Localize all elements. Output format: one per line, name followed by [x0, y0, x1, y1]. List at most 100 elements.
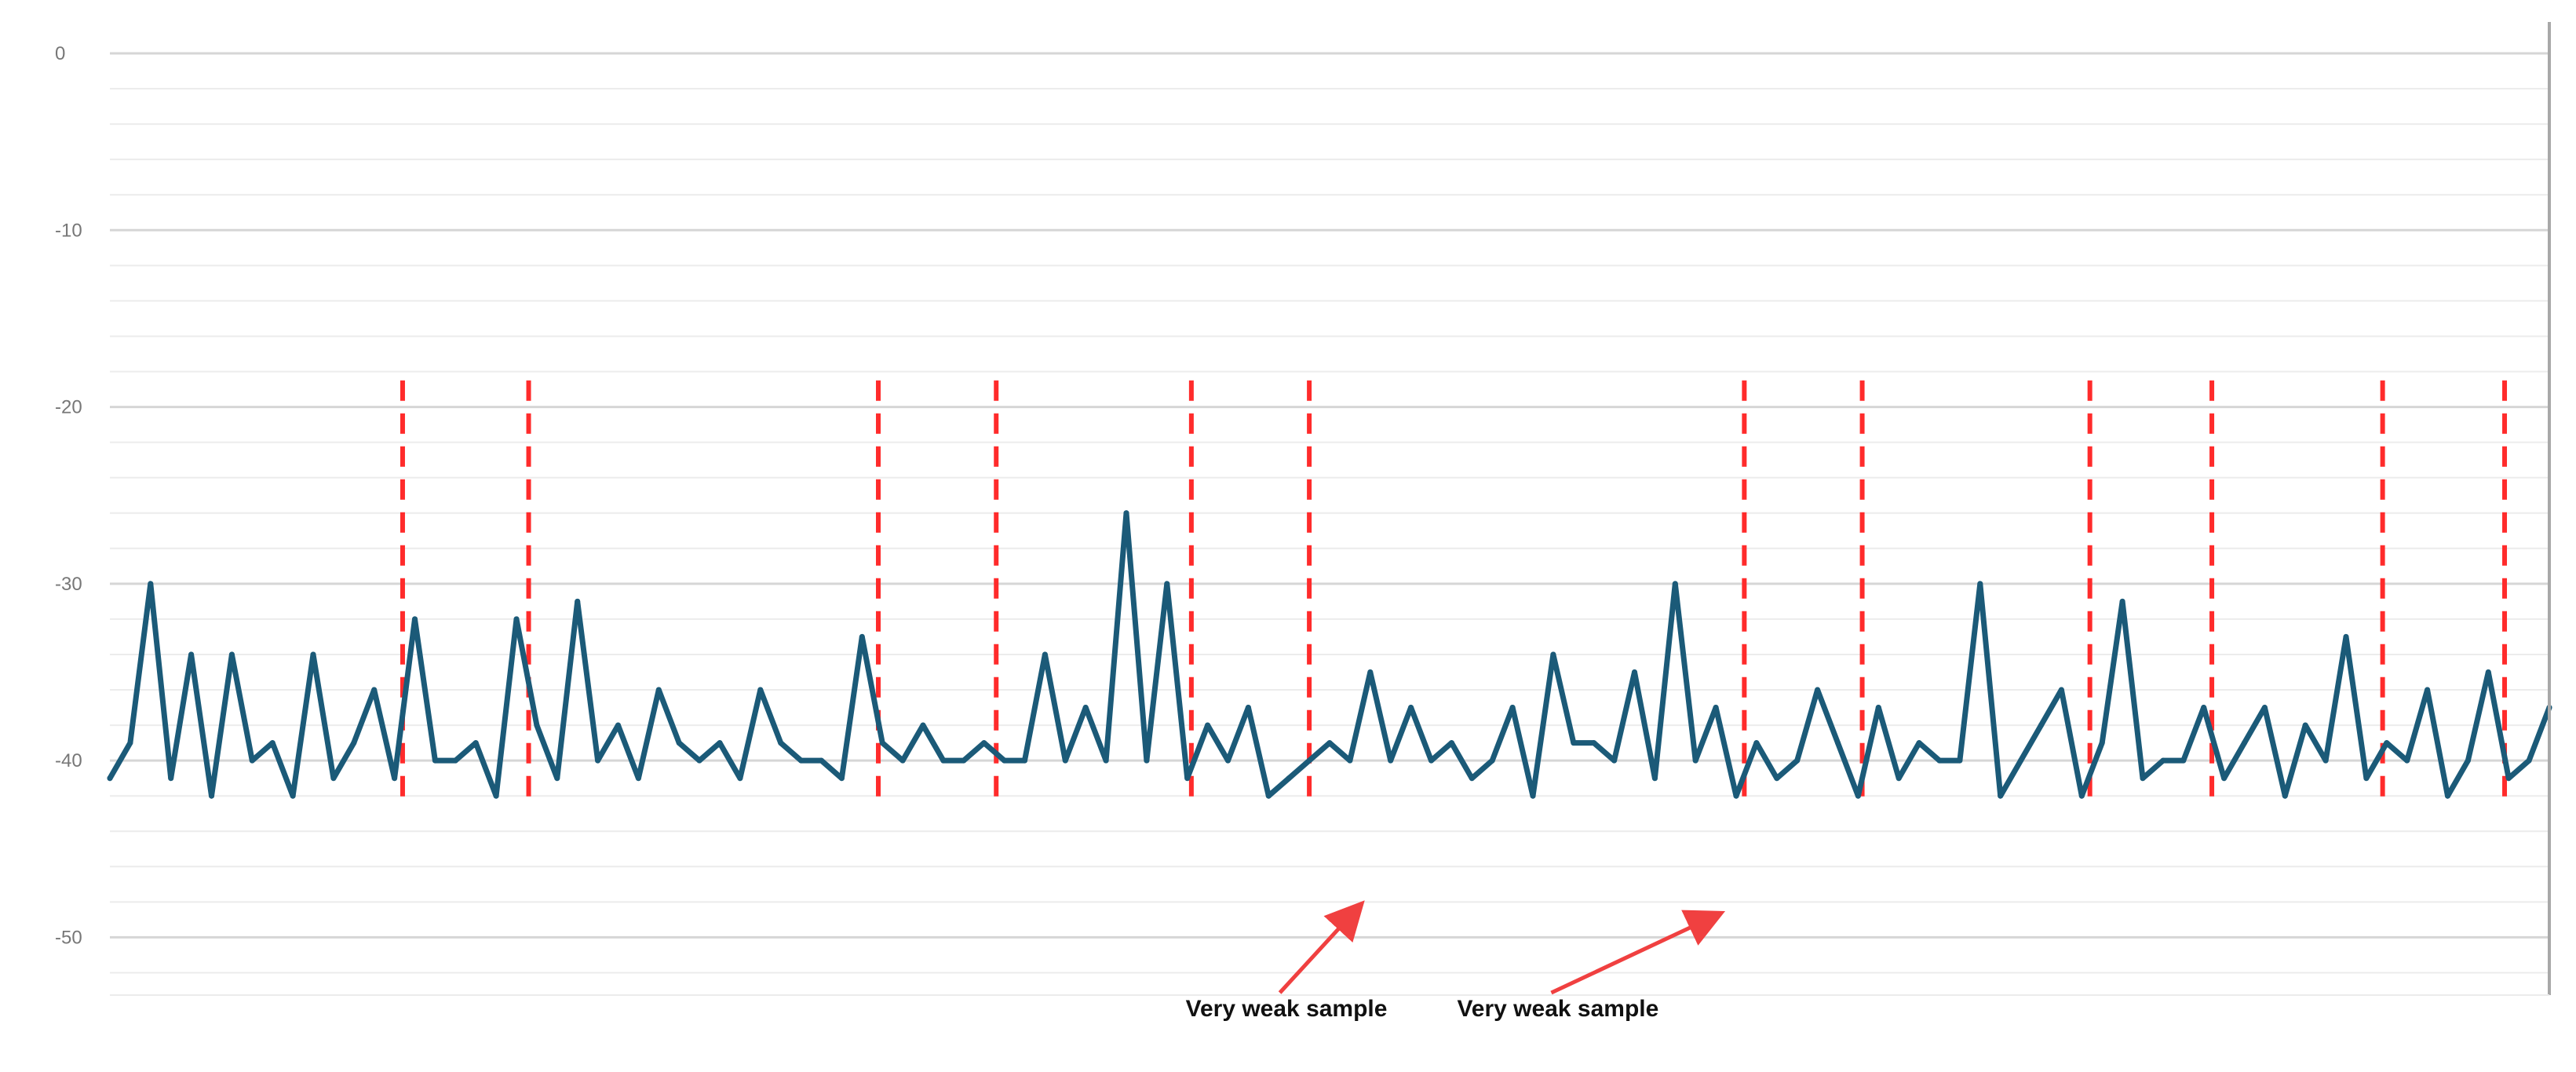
data-point [2485, 669, 2491, 675]
data-point [2343, 633, 2349, 640]
data-point [1632, 669, 1637, 675]
data-point [2465, 757, 2471, 764]
data-point [1225, 757, 1231, 764]
y-tick-label: -20 [55, 397, 82, 418]
data-point [1672, 581, 1678, 587]
data-point [2221, 775, 2228, 782]
data-point [838, 775, 845, 782]
data-point [290, 793, 296, 799]
annotation-arrow [1550, 910, 1726, 995]
data-point [1205, 722, 1211, 728]
data-point [2160, 757, 2166, 764]
data-point [940, 757, 947, 764]
data-point [452, 757, 458, 764]
data-point [493, 793, 499, 799]
data-point [168, 775, 174, 782]
data-point [899, 757, 906, 764]
data-point [961, 757, 967, 764]
data-point [371, 687, 378, 693]
data-point [575, 598, 581, 604]
data-point [127, 740, 133, 746]
segment-markers [400, 380, 2508, 805]
data-point [1753, 740, 1760, 746]
data-point [209, 793, 214, 799]
data-point [635, 775, 641, 782]
data-point [107, 775, 113, 782]
data-point [1489, 757, 1495, 764]
data-point [1408, 705, 1414, 711]
data-point [1164, 581, 1170, 587]
data-point [655, 687, 662, 693]
data-point [1896, 775, 1902, 782]
data-point [148, 581, 154, 587]
data-point [249, 757, 255, 764]
data-point [1367, 669, 1374, 675]
data-point [1245, 705, 1251, 711]
data-point [330, 775, 337, 782]
data-point [2445, 793, 2450, 799]
data-point [2505, 775, 2512, 782]
data-point [1022, 757, 1027, 764]
data-point [513, 616, 520, 622]
data-point [920, 722, 926, 728]
data-point [595, 757, 601, 764]
data-point [1042, 651, 1048, 658]
data-point [269, 740, 275, 746]
data-point [1957, 757, 1963, 764]
data-point [1265, 793, 1272, 799]
data-point [2099, 740, 2105, 746]
data-point [1815, 687, 1821, 693]
data-point [1774, 775, 1780, 782]
data-point [1733, 793, 1739, 799]
data-point [1977, 581, 1983, 587]
y-tick-label: 0 [55, 43, 65, 64]
data-point [1286, 775, 1292, 782]
y-tick-label: -50 [55, 927, 82, 948]
minor-gridlines [110, 88, 2549, 974]
data-point [1448, 740, 1454, 746]
data-point [1855, 793, 1861, 799]
data-point [1388, 757, 1394, 764]
data-point [1103, 757, 1109, 764]
data-point [1875, 705, 1881, 711]
data-point [1469, 775, 1475, 782]
plot-frame [110, 22, 2551, 996]
data-point [1692, 757, 1698, 764]
data-point [1184, 775, 1191, 782]
data-point [2242, 740, 2247, 746]
data-point [2058, 687, 2064, 693]
data-point [432, 757, 438, 764]
data-point [1347, 757, 1353, 764]
data-point [2322, 757, 2329, 764]
major-gridlines [110, 52, 2549, 939]
data-point [757, 687, 764, 693]
data-point [879, 740, 885, 746]
data-point [2018, 757, 2024, 764]
y-tick-label: -10 [55, 220, 82, 241]
y-tick-label: -40 [55, 750, 82, 771]
data-point [2425, 687, 2431, 693]
annotations: Very weak sample Very weak sample [1186, 900, 1726, 1022]
data-point [534, 722, 540, 728]
data-point [392, 775, 398, 782]
data-point [1002, 757, 1008, 764]
data-point [1611, 757, 1618, 764]
data-point [228, 651, 235, 658]
data-point [1326, 740, 1333, 746]
data-point [1571, 740, 1577, 746]
data-point [1916, 740, 1922, 746]
data-point [2282, 793, 2288, 799]
data-point [412, 616, 418, 622]
data-point [351, 740, 357, 746]
data-point [554, 775, 560, 782]
data-point [1428, 757, 1434, 764]
data-point [1713, 705, 1719, 711]
data-point [1936, 757, 1943, 764]
data-point [310, 651, 316, 658]
data-point [2201, 705, 2207, 711]
data-point [2526, 757, 2532, 764]
data-point [1835, 740, 1841, 746]
data-point [188, 651, 195, 658]
signal-series [107, 510, 2552, 799]
